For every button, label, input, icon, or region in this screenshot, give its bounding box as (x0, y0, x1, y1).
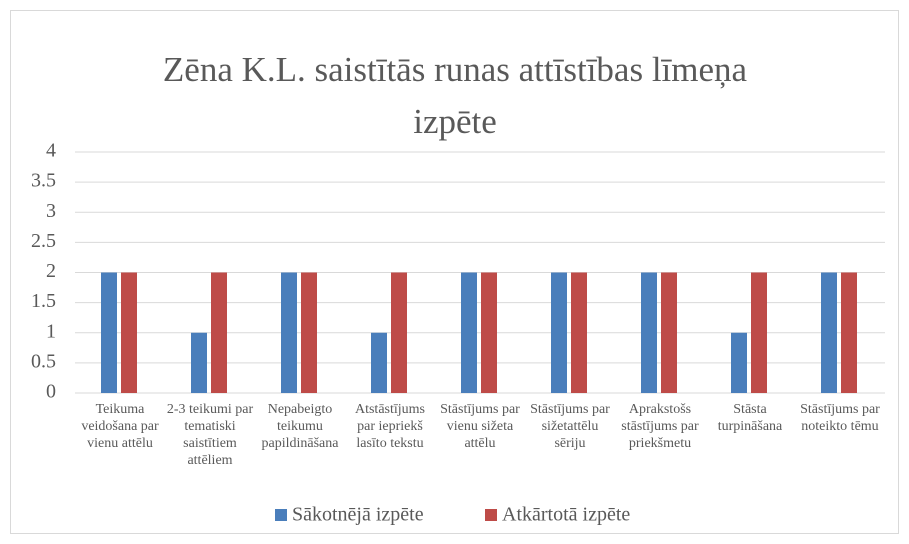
y-tick-label: 1.5 (31, 290, 56, 312)
bar (571, 272, 587, 393)
x-tick-label: Nepabeigto teikumu papildināšana (261, 402, 339, 451)
bar (371, 332, 387, 393)
bar (281, 272, 297, 393)
bar (101, 272, 117, 393)
x-tick-label: Teikuma veidošana par vienu attēlu (81, 402, 159, 451)
x-tick-label: Stāstījums par sižetattēlu sēriju (530, 402, 610, 451)
bar (391, 272, 407, 393)
bar (751, 272, 767, 393)
legend-swatch (485, 509, 497, 521)
y-tick-label: 2.5 (31, 230, 56, 252)
bar (731, 332, 747, 393)
bar (461, 272, 477, 393)
bar (641, 272, 657, 393)
legend-label: Atkārtotā izpēte (502, 504, 630, 526)
bar (841, 272, 857, 393)
y-tick-label: 4 (46, 140, 56, 162)
y-tick-label: 0 (46, 381, 56, 403)
y-tick-label: 3.5 (31, 170, 56, 192)
y-tick-label: 0.5 (31, 350, 56, 372)
legend-label: Sākotnējā izpēte (292, 504, 424, 526)
x-tick-label: Aprakstošs stāstījums par priekšmetu (621, 402, 699, 451)
y-tick-label: 1 (46, 320, 56, 342)
x-tick-label: Atstāstījums par iepriekš lasīto tekstu (354, 402, 425, 451)
bar (661, 272, 677, 393)
y-tick-label: 3 (46, 200, 56, 222)
x-tick-label: 2-3 teikumi par tematiski saistītiem att… (166, 402, 254, 468)
x-tick-label: Stāstījums par noteikto tēmu (800, 402, 880, 434)
bar (191, 332, 207, 393)
bar (121, 272, 137, 393)
y-tick-label: 2 (46, 260, 56, 282)
bar (481, 272, 497, 393)
legend-swatch (275, 509, 287, 521)
bar (211, 272, 227, 393)
bar (301, 272, 317, 393)
bar (821, 272, 837, 393)
x-tick-label: Stāstījums par vienu sižeta attēlu (440, 402, 520, 451)
bar (551, 272, 567, 393)
chart-title: Zēna K.L. saistītās runas attīstības līm… (162, 50, 748, 141)
x-tick-label: Stāsta turpināšana (717, 402, 783, 434)
